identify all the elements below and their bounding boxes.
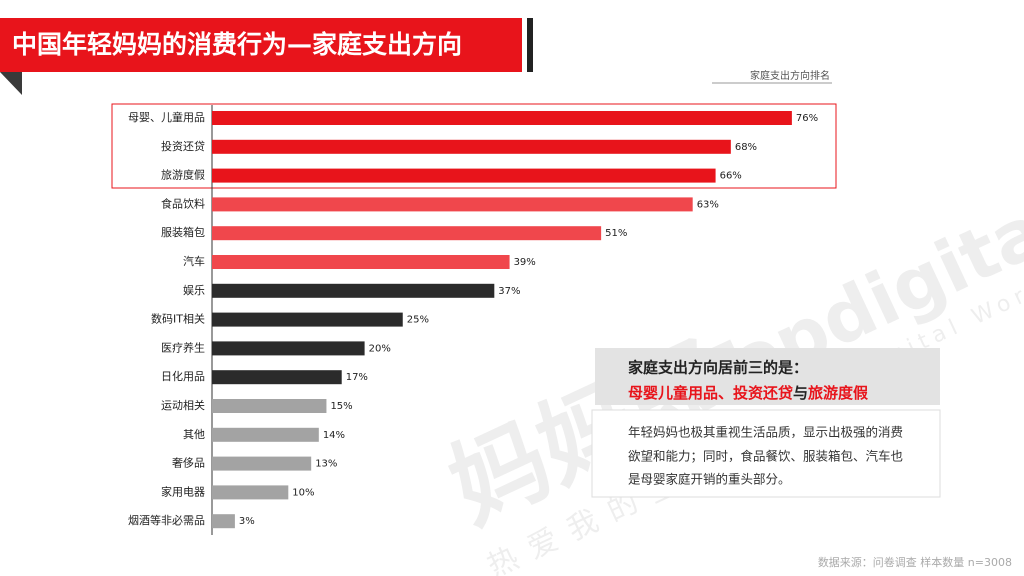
value-label: 66% <box>720 171 742 182</box>
category-label: 服装箱包 <box>161 225 205 239</box>
callout-heading-box <box>595 348 940 405</box>
bar <box>212 456 312 471</box>
highlight-part: 与 <box>793 384 808 402</box>
label-backdrop <box>128 109 208 127</box>
category-label: 烟酒等非必需品 <box>128 513 205 527</box>
value-label: 76% <box>796 113 818 124</box>
bar <box>212 283 495 298</box>
category-label: 母婴、儿童用品 <box>128 110 205 124</box>
highlight-part: 母婴儿童用品、投资还贷 <box>628 384 793 402</box>
category-label: 数码IT相关 <box>151 312 205 326</box>
value-label: 37% <box>498 286 520 297</box>
label-backdrop <box>128 137 208 156</box>
value-label: 25% <box>407 315 429 326</box>
category-label: 其他 <box>183 428 205 441</box>
highlight-box <box>111 103 837 189</box>
category-label: 食品饮料 <box>161 196 205 210</box>
callout-highlight: 母婴儿童用品、投资还贷与旅游度假 <box>628 384 869 402</box>
value-label: 14% <box>323 430 345 441</box>
value-label: 20% <box>369 343 391 354</box>
bar <box>212 139 731 154</box>
bar <box>212 111 792 125</box>
bar <box>212 399 327 413</box>
callout-body-line: 年轻妈妈也极其重视生活品质，显示出极强的消费 <box>628 425 903 440</box>
category-label: 娱乐 <box>183 283 205 297</box>
category-label: 奢侈品 <box>172 456 205 470</box>
chart-title: 中国年轻妈妈的消费行为—家庭支出方向 <box>12 30 462 59</box>
category-label: 汽车 <box>183 254 205 268</box>
value-label: 63% <box>697 199 719 210</box>
bar <box>212 197 693 212</box>
callout-body-line: 是母婴家庭开销的重头部分。 <box>628 472 791 487</box>
bar <box>212 514 235 529</box>
value-label: 13% <box>315 459 337 470</box>
bar <box>212 370 342 385</box>
bars: 母婴、儿童用品 76% 投资还贷 68% 旅游度假 66% 食品饮料 63% 服装箱包 51% 汽车… <box>128 109 818 529</box>
label-backdrop <box>128 166 208 185</box>
bar <box>212 341 365 356</box>
bar <box>212 226 602 241</box>
value-label: 17% <box>346 372 368 383</box>
bar <box>212 168 716 183</box>
category-label: 医疗养生 <box>161 340 205 354</box>
callout-heading: 家庭支出方向居前三的是： <box>628 359 808 377</box>
value-label: 39% <box>514 257 536 268</box>
category-label: 旅游度假 <box>161 168 205 182</box>
category-label: 家用电器 <box>161 484 205 498</box>
title-bar <box>0 18 522 72</box>
highlight-part: 旅游度假 <box>808 384 869 402</box>
title-accent <box>527 18 533 72</box>
value-label: 15% <box>330 401 352 412</box>
bar <box>212 427 319 442</box>
bar <box>212 485 289 500</box>
callout-body-box <box>591 409 941 498</box>
value-label: 51% <box>605 228 627 239</box>
bar <box>212 312 403 327</box>
callout-body-line: 欲望和能力；同时，食品餐饮、服装箱包、汽车也 <box>628 449 903 464</box>
value-label: 68% <box>735 142 757 153</box>
value-label: 3% <box>239 516 255 527</box>
source: 数据来源：问卷调查 样本数量 n=3008 <box>818 555 1012 569</box>
title-fold <box>0 72 22 95</box>
category-label: 运动相关 <box>161 398 205 412</box>
category-label: 投资还贷 <box>161 139 205 153</box>
value-label: 10% <box>292 487 314 498</box>
category-label: 日化用品 <box>161 369 205 383</box>
chart-subtitle: 家庭支出方向排名 <box>750 69 830 82</box>
bar <box>212 255 510 269</box>
